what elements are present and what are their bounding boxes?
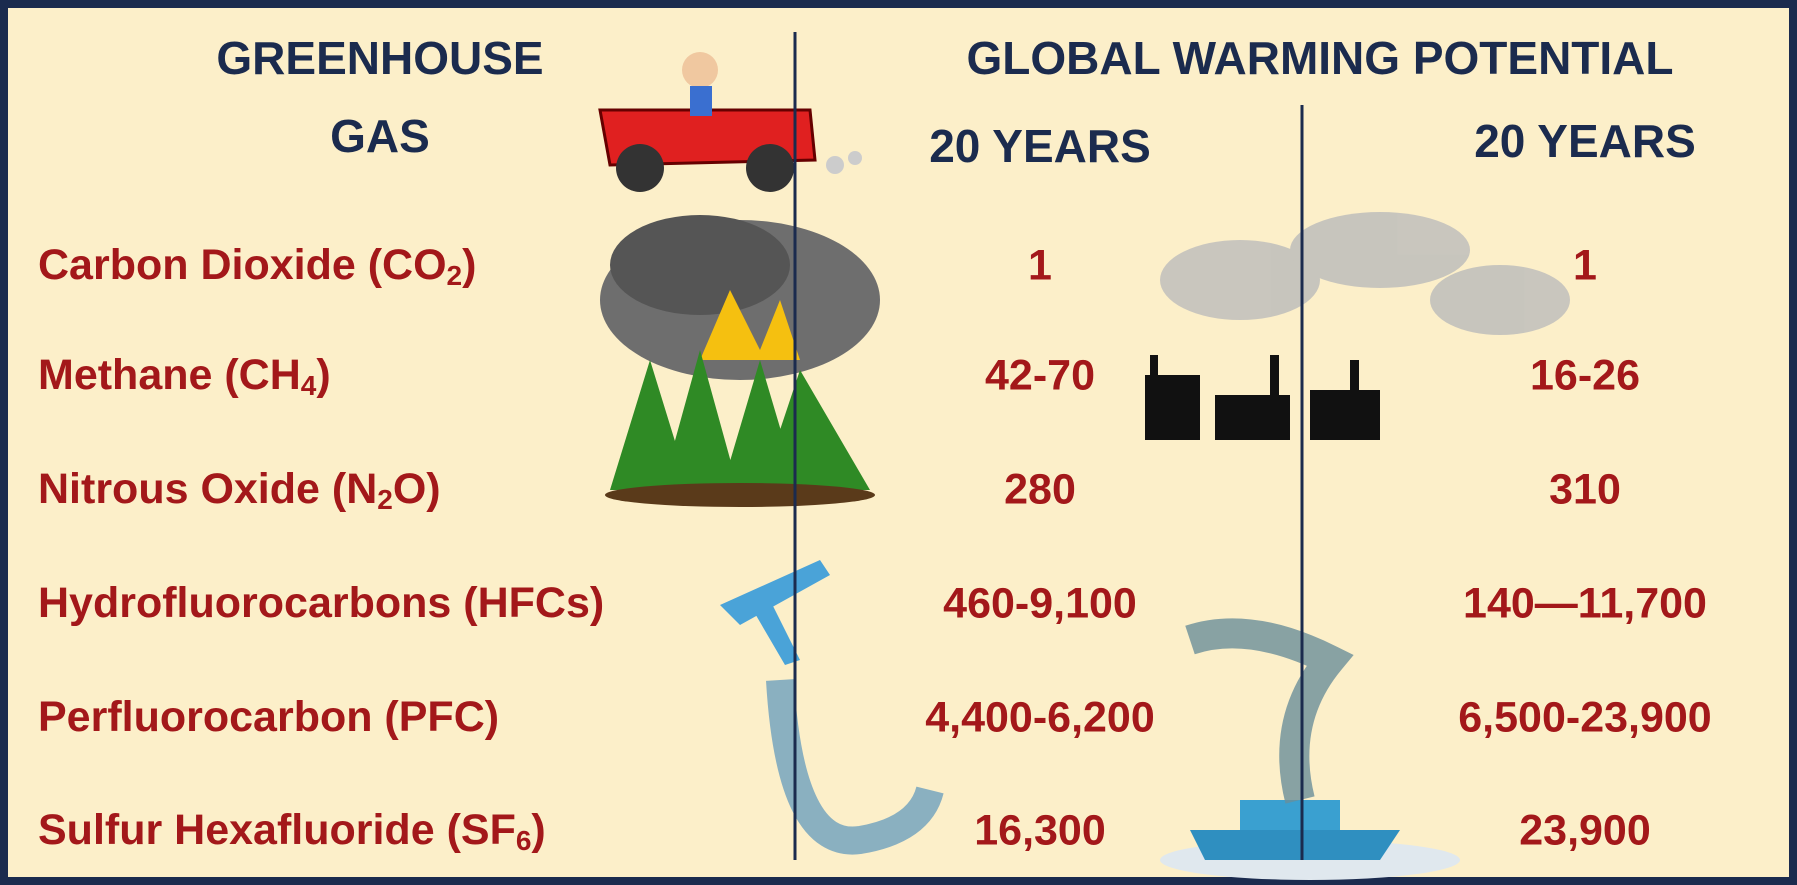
gas-name-part: ) bbox=[462, 241, 476, 289]
gas-name-part: Carbon Dioxide (CO bbox=[38, 241, 447, 289]
gas-name-part: O) bbox=[393, 465, 441, 513]
header-title: GREENHOUSE bbox=[216, 32, 543, 84]
gwp-value: 16,300 bbox=[974, 806, 1106, 854]
gas-name-part: Methane (CH bbox=[38, 351, 301, 399]
gwp-value: 42-70 bbox=[985, 351, 1095, 399]
smoke bbox=[1160, 212, 1570, 335]
subscript: 2 bbox=[377, 484, 393, 515]
gas-name-part: ) bbox=[531, 806, 545, 854]
gwp-value: 6,500-23,900 bbox=[1458, 693, 1711, 741]
gas-name: Methane (CH4) bbox=[38, 351, 331, 401]
gwp-value: 4,400-6,200 bbox=[925, 693, 1155, 741]
gas-name: Perfluorocarbon (PFC) bbox=[38, 693, 499, 741]
gwp-value: 1 bbox=[1573, 241, 1597, 289]
subscript: 6 bbox=[516, 825, 532, 856]
factories bbox=[1145, 355, 1380, 440]
column-header: 20 YEARS bbox=[1474, 115, 1696, 167]
gas-name-part: Perfluorocarbon (PFC) bbox=[38, 693, 499, 741]
column-header: 20 YEARS bbox=[929, 120, 1151, 172]
gas-name-part: ) bbox=[316, 351, 330, 399]
gwp-value: 23,900 bbox=[1519, 806, 1651, 854]
gwp-value: 460-9,100 bbox=[943, 579, 1137, 627]
gwp-value: 1 bbox=[1028, 241, 1052, 289]
group-title: GLOBAL WARMING POTENTIAL bbox=[966, 32, 1673, 84]
gwp-value: 280 bbox=[1004, 465, 1076, 513]
gas-name-part: Hydrofluorocarbons (HFCs) bbox=[38, 579, 604, 627]
forest-fire bbox=[600, 215, 880, 507]
gwp-value: 140—11,700 bbox=[1463, 579, 1707, 627]
gwp-value: 16-26 bbox=[1530, 351, 1640, 399]
gas-name-part: Nitrous Oxide (N bbox=[38, 465, 377, 513]
plane bbox=[720, 560, 944, 855]
gas-name: Carbon Dioxide (CO2) bbox=[38, 241, 476, 291]
gas-name: Nitrous Oxide (N2O) bbox=[38, 465, 441, 515]
gas-name-part: Sulfur Hexafluoride (SF bbox=[38, 806, 516, 854]
subscript: 2 bbox=[447, 260, 463, 291]
gwp-value: 310 bbox=[1549, 465, 1621, 513]
header-title: GAS bbox=[330, 110, 430, 162]
gas-name: Hydrofluorocarbons (HFCs) bbox=[38, 579, 604, 627]
gas-name: Sulfur Hexafluoride (SF6) bbox=[38, 806, 546, 856]
subscript: 4 bbox=[301, 370, 317, 401]
ship bbox=[1160, 618, 1460, 880]
car bbox=[598, 52, 862, 192]
